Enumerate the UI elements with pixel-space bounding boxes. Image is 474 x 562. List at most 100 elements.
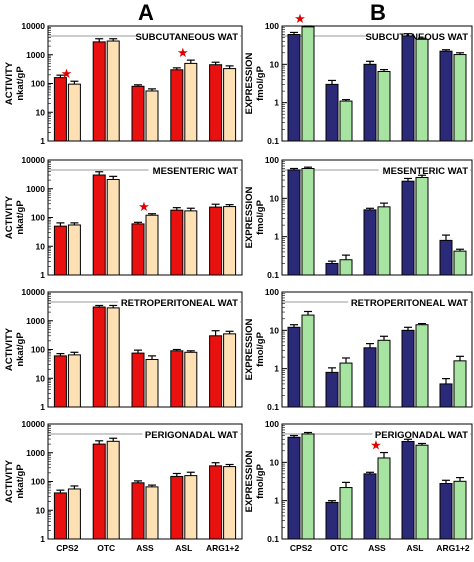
bar xyxy=(439,383,453,408)
bar xyxy=(377,457,391,540)
x-category-label: ASL xyxy=(175,543,192,553)
y-tick-label: 100 xyxy=(31,477,45,487)
bar xyxy=(209,465,223,540)
chart-panel: 0.1 1 10 100 EXPRESSION fmol/gP SUBCUTANEOUS W… xyxy=(244,11,473,146)
bar xyxy=(67,224,81,276)
bar xyxy=(131,85,145,142)
bar xyxy=(131,482,145,540)
y-axis-label-line: EXPRESSION xyxy=(244,450,255,512)
chart-panel: 0.1 1 10 100 EXPRESSION fmol/gP MESENTERIC WAT xyxy=(244,155,473,280)
y-tick-label: 1000 xyxy=(26,50,45,60)
bar xyxy=(325,83,339,142)
y-axis-label-line: ACTIVITY xyxy=(4,459,15,503)
bar xyxy=(184,475,198,540)
bar xyxy=(439,239,453,276)
x-category-label: ARG1+2 xyxy=(206,543,240,553)
bar xyxy=(301,168,315,276)
bar xyxy=(339,487,353,540)
bar xyxy=(209,335,223,408)
bar xyxy=(145,486,159,540)
significance-star: ★ xyxy=(177,45,189,60)
bar xyxy=(301,433,315,540)
bar xyxy=(170,350,184,408)
y-axis-label: ACTIVITY nkat/gP xyxy=(4,327,26,371)
bar xyxy=(209,206,223,276)
bar xyxy=(170,69,184,142)
y-axis-label-line: nkat/gP xyxy=(15,66,26,101)
y-axis-label-line: EXPRESSION xyxy=(244,52,255,114)
panel-letter-a: A xyxy=(138,0,154,25)
significance-star: ★ xyxy=(370,438,382,453)
title-background xyxy=(366,30,470,43)
y-tick-label: 10 xyxy=(36,505,46,515)
y-tick-label: 0.1 xyxy=(267,534,279,544)
y-tick-label: 100 xyxy=(265,21,279,31)
bar xyxy=(92,41,106,142)
y-axis-label: ACTIVITY nkat/gP xyxy=(4,61,26,105)
bar xyxy=(415,324,429,408)
y-tick-label: 1 xyxy=(40,136,45,146)
y-tick-label: 100 xyxy=(31,345,45,355)
y-tick-label: 0.1 xyxy=(267,136,279,146)
bar xyxy=(325,501,339,540)
y-axis-label-line: EXPRESSION xyxy=(244,186,255,248)
bar xyxy=(209,64,223,142)
bar xyxy=(106,40,120,142)
y-tick-label: 10 xyxy=(36,107,46,117)
chart-title: PERIGONADAL WAT xyxy=(375,430,468,441)
y-tick-label: 0.1 xyxy=(267,402,279,412)
plot-frame xyxy=(281,423,473,540)
bar xyxy=(377,339,391,408)
y-axis-label-line: fmol/gP xyxy=(255,199,266,234)
bar xyxy=(401,329,415,408)
bar xyxy=(106,440,120,540)
bar xyxy=(184,351,198,408)
y-tick-label: 1 xyxy=(274,364,279,374)
bar xyxy=(339,100,353,142)
y-tick-label: 1000 xyxy=(26,184,45,194)
bar xyxy=(53,77,67,142)
chart-title: SUBCUTANEOUS WAT xyxy=(365,32,468,43)
bar xyxy=(377,206,391,276)
y-tick-label: 1000 xyxy=(26,448,45,458)
y-tick-label: 10 xyxy=(36,373,46,383)
bar xyxy=(131,352,145,408)
chart-title: SUBCUTANEOUS WAT xyxy=(135,32,238,43)
y-tick-label: 100 xyxy=(265,155,279,165)
y-tick-label: 100 xyxy=(31,79,45,89)
bar xyxy=(223,68,237,142)
x-category-label: ARG1+2 xyxy=(436,543,470,553)
y-tick-label: 10000 xyxy=(21,155,45,165)
significance-star: ★ xyxy=(294,11,306,26)
chart-title: RETROPERITONEAL WAT xyxy=(351,298,468,309)
y-tick-label: 10000 xyxy=(21,287,45,297)
chart-panel: 0.1 1 10 100 EXPRESSION fmol/gP RETROPERITONEA… xyxy=(244,287,473,412)
x-category-label: OTC xyxy=(97,543,115,553)
chart-panel: 1 10 100 1000 10000 ACTIVITY nkat/gP SUBCUTANEO… xyxy=(4,21,243,146)
bar xyxy=(301,314,315,408)
y-axis-label-line: fmol/gP xyxy=(255,463,266,498)
bar xyxy=(325,262,339,276)
bar xyxy=(53,492,67,540)
y-tick-label: 1 xyxy=(274,496,279,506)
plot-frame xyxy=(281,291,473,408)
bar xyxy=(363,63,377,142)
bar xyxy=(415,444,429,540)
y-tick-label: 100 xyxy=(265,287,279,297)
bar xyxy=(223,206,237,276)
y-axis-label: EXPRESSION fmol/gP xyxy=(244,186,266,248)
bar xyxy=(401,180,415,276)
bar xyxy=(170,209,184,276)
y-tick-label: 1000 xyxy=(26,316,45,326)
bar xyxy=(377,71,391,142)
y-tick-label: 10000 xyxy=(21,21,45,31)
bar xyxy=(223,333,237,408)
panel-letter-b: B xyxy=(370,0,386,25)
bar xyxy=(170,475,184,540)
bar xyxy=(363,473,377,540)
bar xyxy=(439,50,453,142)
bar xyxy=(453,360,467,408)
y-axis-label-line: ACTIVITY xyxy=(4,195,15,239)
